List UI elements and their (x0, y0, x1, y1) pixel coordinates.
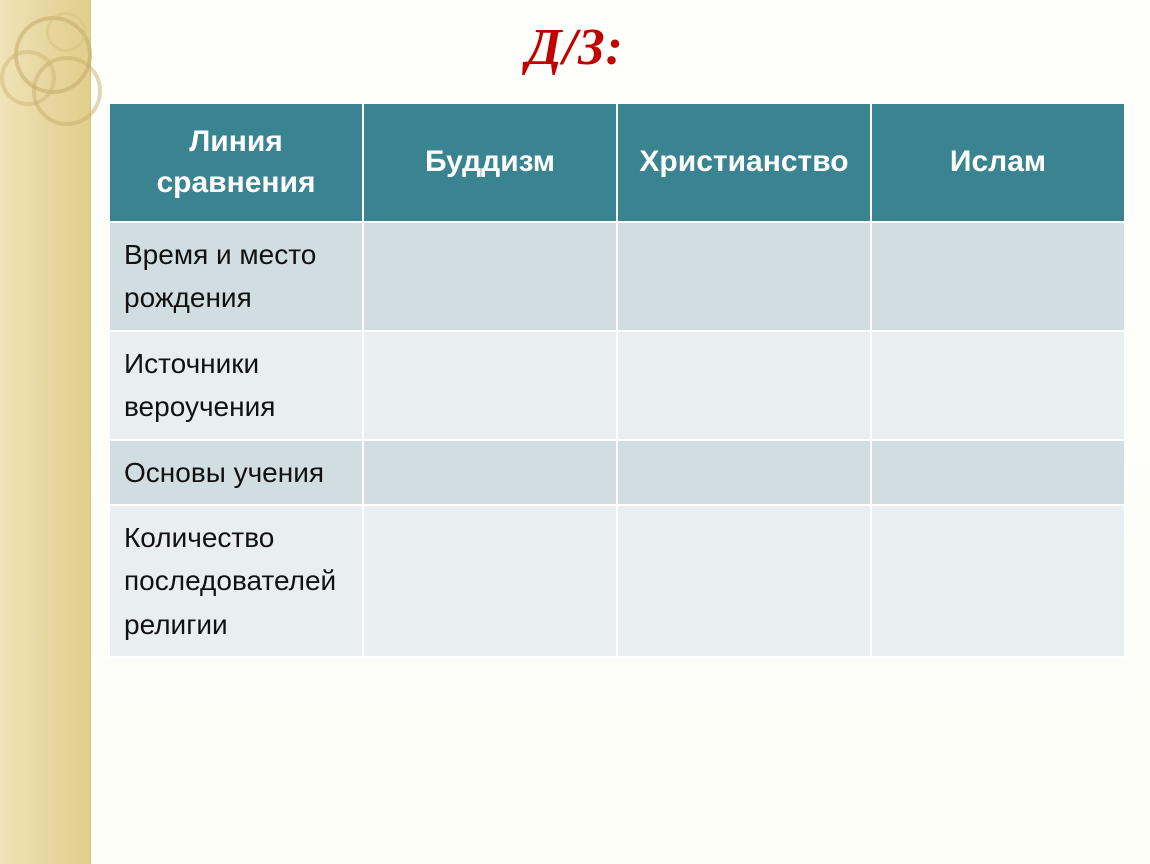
cell-christianity (617, 440, 871, 505)
cell-buddhism (363, 440, 617, 505)
row-label: Источники вероучения (109, 331, 363, 440)
table-row: Количество последователей религии (109, 505, 1125, 657)
cell-islam (871, 222, 1125, 331)
slide-title: Д/З: (0, 18, 1150, 77)
cell-christianity (617, 222, 871, 331)
cell-buddhism (363, 331, 617, 440)
col-header-buddhism: Буддизм (363, 103, 617, 222)
col-header-christianity: Христианство (617, 103, 871, 222)
comparison-table: Линия сравнения Буддизм Христианство Исл… (108, 102, 1126, 658)
table-row: Основы учения (109, 440, 1125, 505)
slide: Д/З: Линия сравнения Буддизм Христианств… (0, 0, 1150, 864)
cell-christianity (617, 331, 871, 440)
col-header-islam: Ислам (871, 103, 1125, 222)
cell-islam (871, 440, 1125, 505)
table-row: Источники вероучения (109, 331, 1125, 440)
row-label: Количество последователей религии (109, 505, 363, 657)
comparison-table-wrap: Линия сравнения Буддизм Христианство Исл… (108, 102, 1126, 658)
cell-christianity (617, 505, 871, 657)
table-header-row: Линия сравнения Буддизм Христианство Исл… (109, 103, 1125, 222)
row-label: Время и место рождения (109, 222, 363, 331)
cell-islam (871, 331, 1125, 440)
cell-islam (871, 505, 1125, 657)
table-row: Время и место рождения (109, 222, 1125, 331)
col-header-line: Линия сравнения (109, 103, 363, 222)
cell-buddhism (363, 505, 617, 657)
left-decor-strip (0, 0, 91, 864)
row-label: Основы учения (109, 440, 363, 505)
cell-buddhism (363, 222, 617, 331)
